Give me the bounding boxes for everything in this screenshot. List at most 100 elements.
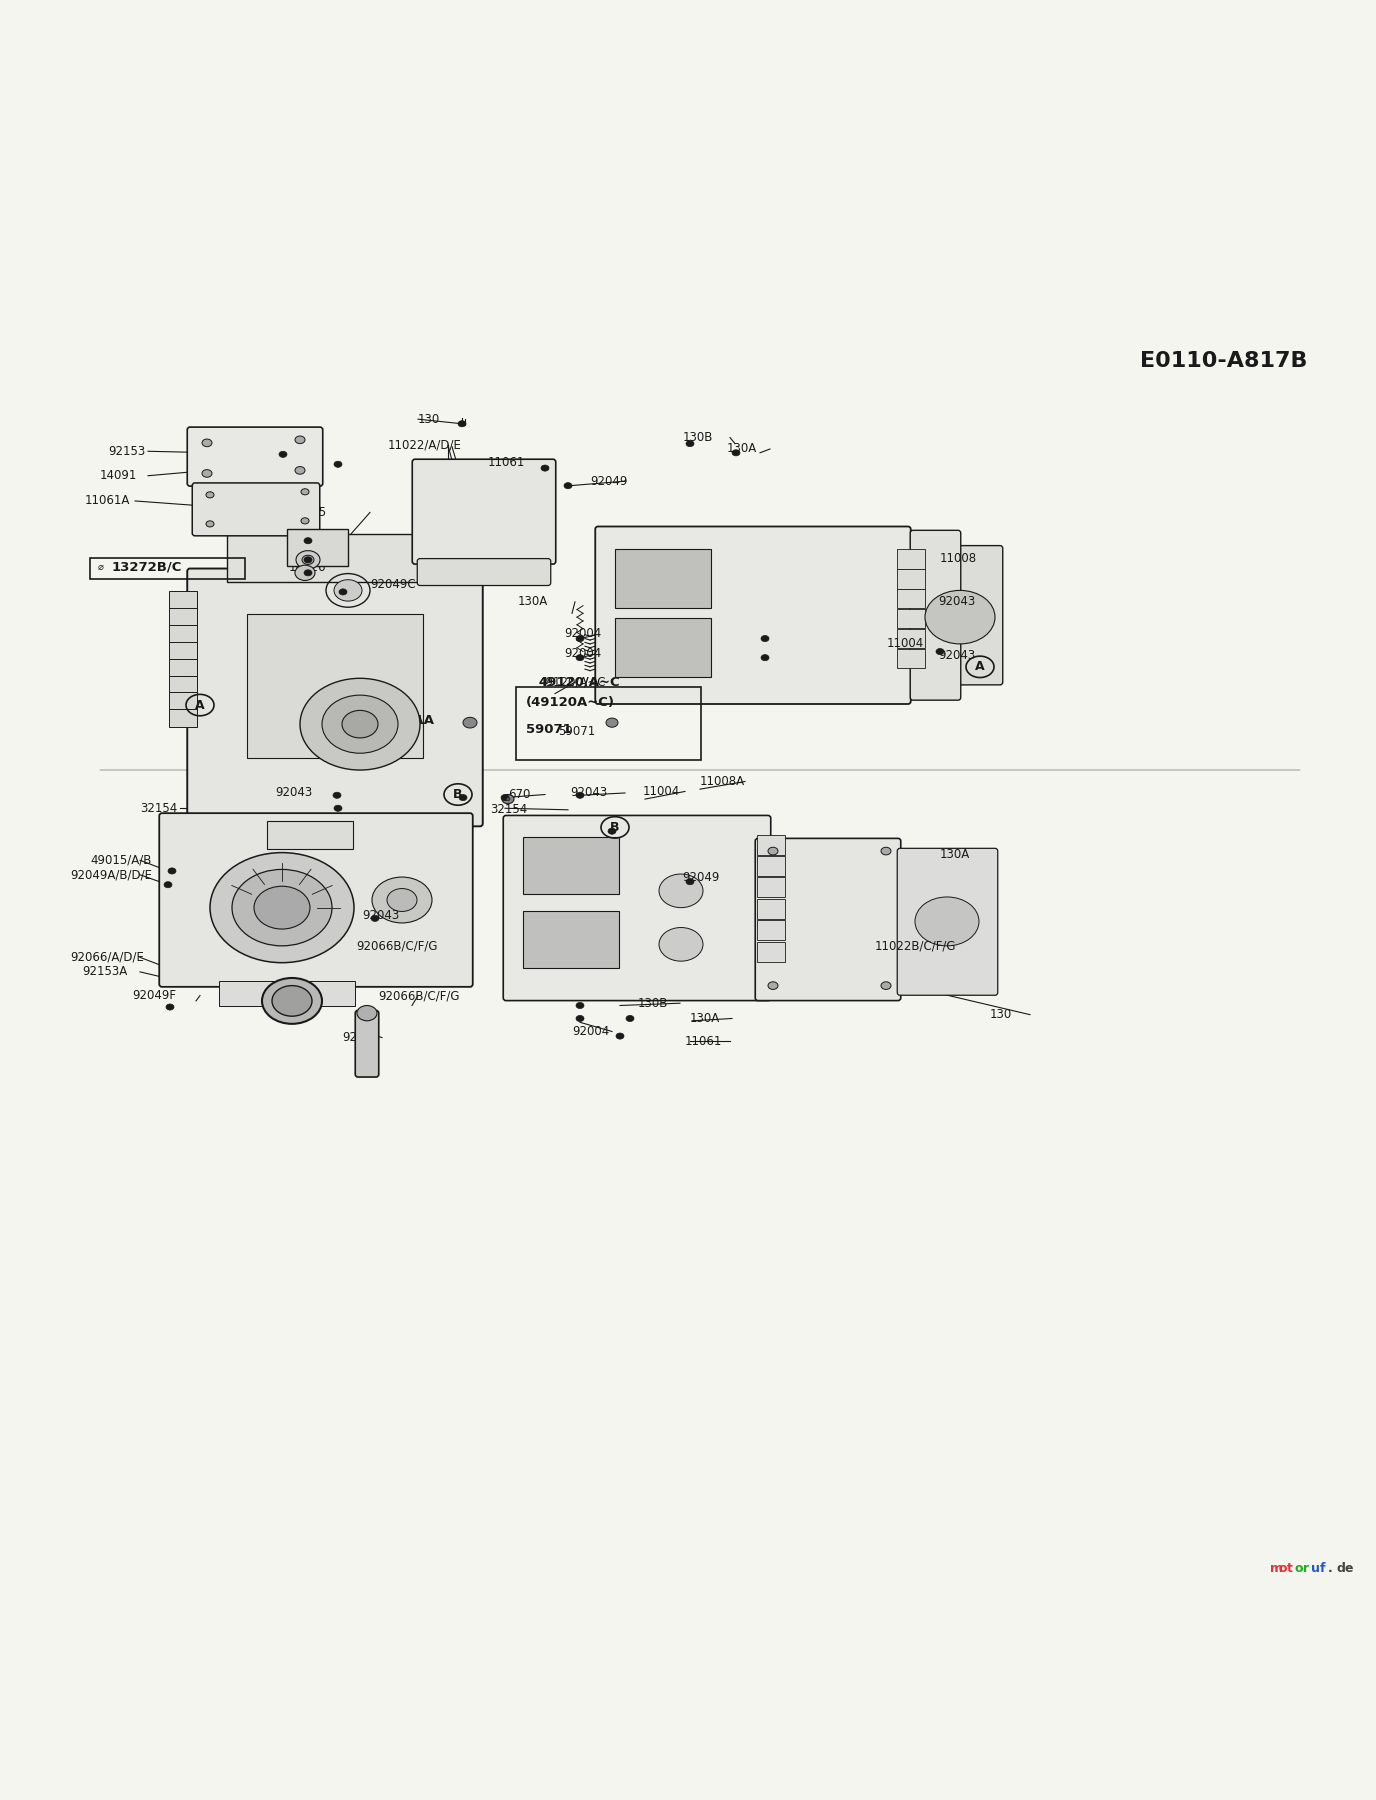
Ellipse shape (616, 1033, 623, 1039)
Text: 92049A/B/D/E: 92049A/B/D/E (70, 868, 151, 882)
Text: 92153A: 92153A (83, 965, 127, 979)
FancyBboxPatch shape (227, 535, 443, 581)
Ellipse shape (732, 450, 740, 455)
Ellipse shape (334, 461, 343, 468)
FancyBboxPatch shape (755, 839, 901, 1001)
Text: 92153: 92153 (107, 445, 146, 457)
FancyBboxPatch shape (897, 628, 925, 648)
Ellipse shape (605, 718, 618, 727)
FancyBboxPatch shape (757, 920, 784, 940)
FancyBboxPatch shape (413, 459, 556, 563)
Ellipse shape (768, 848, 777, 855)
FancyBboxPatch shape (219, 981, 355, 1006)
Ellipse shape (300, 679, 420, 770)
FancyBboxPatch shape (897, 589, 925, 608)
Ellipse shape (301, 554, 314, 565)
Ellipse shape (334, 805, 343, 812)
Ellipse shape (564, 482, 572, 490)
FancyBboxPatch shape (615, 617, 711, 677)
FancyBboxPatch shape (169, 625, 197, 643)
FancyBboxPatch shape (504, 815, 771, 1001)
Text: (49120A~C): (49120A~C) (526, 697, 615, 709)
Ellipse shape (272, 986, 312, 1017)
Text: 11061: 11061 (685, 1035, 722, 1048)
Text: 92043: 92043 (275, 787, 312, 799)
FancyBboxPatch shape (897, 549, 925, 569)
Text: e: e (1344, 1562, 1353, 1575)
Text: 130A: 130A (689, 1012, 720, 1024)
Ellipse shape (687, 878, 694, 886)
Ellipse shape (659, 927, 703, 961)
Ellipse shape (502, 794, 515, 803)
Ellipse shape (372, 877, 432, 923)
Text: o: o (1295, 1562, 1303, 1575)
FancyBboxPatch shape (169, 592, 197, 608)
Text: 92004: 92004 (564, 628, 601, 641)
Text: 130A: 130A (727, 443, 757, 455)
Ellipse shape (372, 914, 378, 922)
Text: 49120/A~C: 49120/A~C (538, 675, 605, 689)
Ellipse shape (304, 571, 312, 576)
Text: 92066B/C/F/G: 92066B/C/F/G (378, 988, 460, 1003)
Text: 11008: 11008 (940, 553, 977, 565)
Text: ⌀: ⌀ (98, 562, 103, 572)
FancyBboxPatch shape (169, 693, 197, 711)
Text: 130: 130 (418, 412, 440, 425)
FancyBboxPatch shape (160, 814, 473, 986)
Text: 92104: 92104 (343, 1031, 380, 1044)
Ellipse shape (881, 848, 892, 855)
Ellipse shape (501, 794, 509, 801)
Ellipse shape (577, 792, 583, 799)
Text: r: r (1303, 1562, 1309, 1575)
Text: 11022/A/D/E: 11022/A/D/E (388, 439, 462, 452)
Text: 59071: 59071 (526, 724, 572, 736)
Text: 11004: 11004 (888, 637, 925, 650)
Text: d: d (1336, 1562, 1344, 1575)
Ellipse shape (577, 635, 583, 641)
Ellipse shape (233, 869, 332, 945)
FancyBboxPatch shape (523, 911, 619, 968)
FancyBboxPatch shape (897, 648, 925, 668)
FancyBboxPatch shape (417, 558, 550, 585)
Ellipse shape (458, 421, 466, 427)
Text: 13272/A: 13272/A (289, 547, 338, 560)
Text: 11008A: 11008A (700, 776, 746, 788)
Text: 92043: 92043 (938, 596, 976, 608)
Text: 14091: 14091 (100, 470, 138, 482)
Text: t: t (1287, 1562, 1292, 1575)
FancyBboxPatch shape (918, 545, 1003, 684)
Ellipse shape (294, 466, 305, 473)
Text: 11061: 11061 (488, 455, 526, 470)
Ellipse shape (356, 1006, 377, 1021)
Text: A: A (195, 698, 205, 711)
Ellipse shape (202, 470, 212, 477)
Text: 92049: 92049 (682, 871, 720, 884)
Ellipse shape (301, 490, 310, 495)
Text: 130A: 130A (940, 848, 970, 860)
Ellipse shape (541, 464, 549, 472)
Text: 130B: 130B (682, 430, 713, 445)
Text: E0110-A817B: E0110-A817B (1139, 351, 1307, 371)
Text: 59071A: 59071A (378, 715, 424, 727)
Ellipse shape (304, 556, 312, 563)
Ellipse shape (925, 590, 995, 644)
Ellipse shape (462, 716, 477, 727)
Ellipse shape (202, 439, 212, 446)
Text: 49120/A~C: 49120/A~C (538, 675, 619, 689)
Text: f: f (1320, 1562, 1325, 1575)
FancyBboxPatch shape (248, 614, 422, 758)
Text: 92043: 92043 (938, 648, 976, 662)
FancyBboxPatch shape (757, 835, 784, 855)
Text: 92049F: 92049F (132, 988, 176, 1003)
Ellipse shape (460, 794, 466, 801)
Text: .: . (1328, 1562, 1332, 1575)
FancyBboxPatch shape (355, 1010, 378, 1076)
Text: 92043: 92043 (570, 787, 607, 799)
Ellipse shape (687, 441, 694, 446)
Ellipse shape (296, 551, 321, 569)
Text: 11022B/C/F/G: 11022B/C/F/G (875, 940, 956, 952)
Ellipse shape (333, 792, 341, 799)
Ellipse shape (761, 635, 769, 641)
FancyBboxPatch shape (615, 549, 711, 608)
Text: 92049: 92049 (590, 475, 627, 488)
